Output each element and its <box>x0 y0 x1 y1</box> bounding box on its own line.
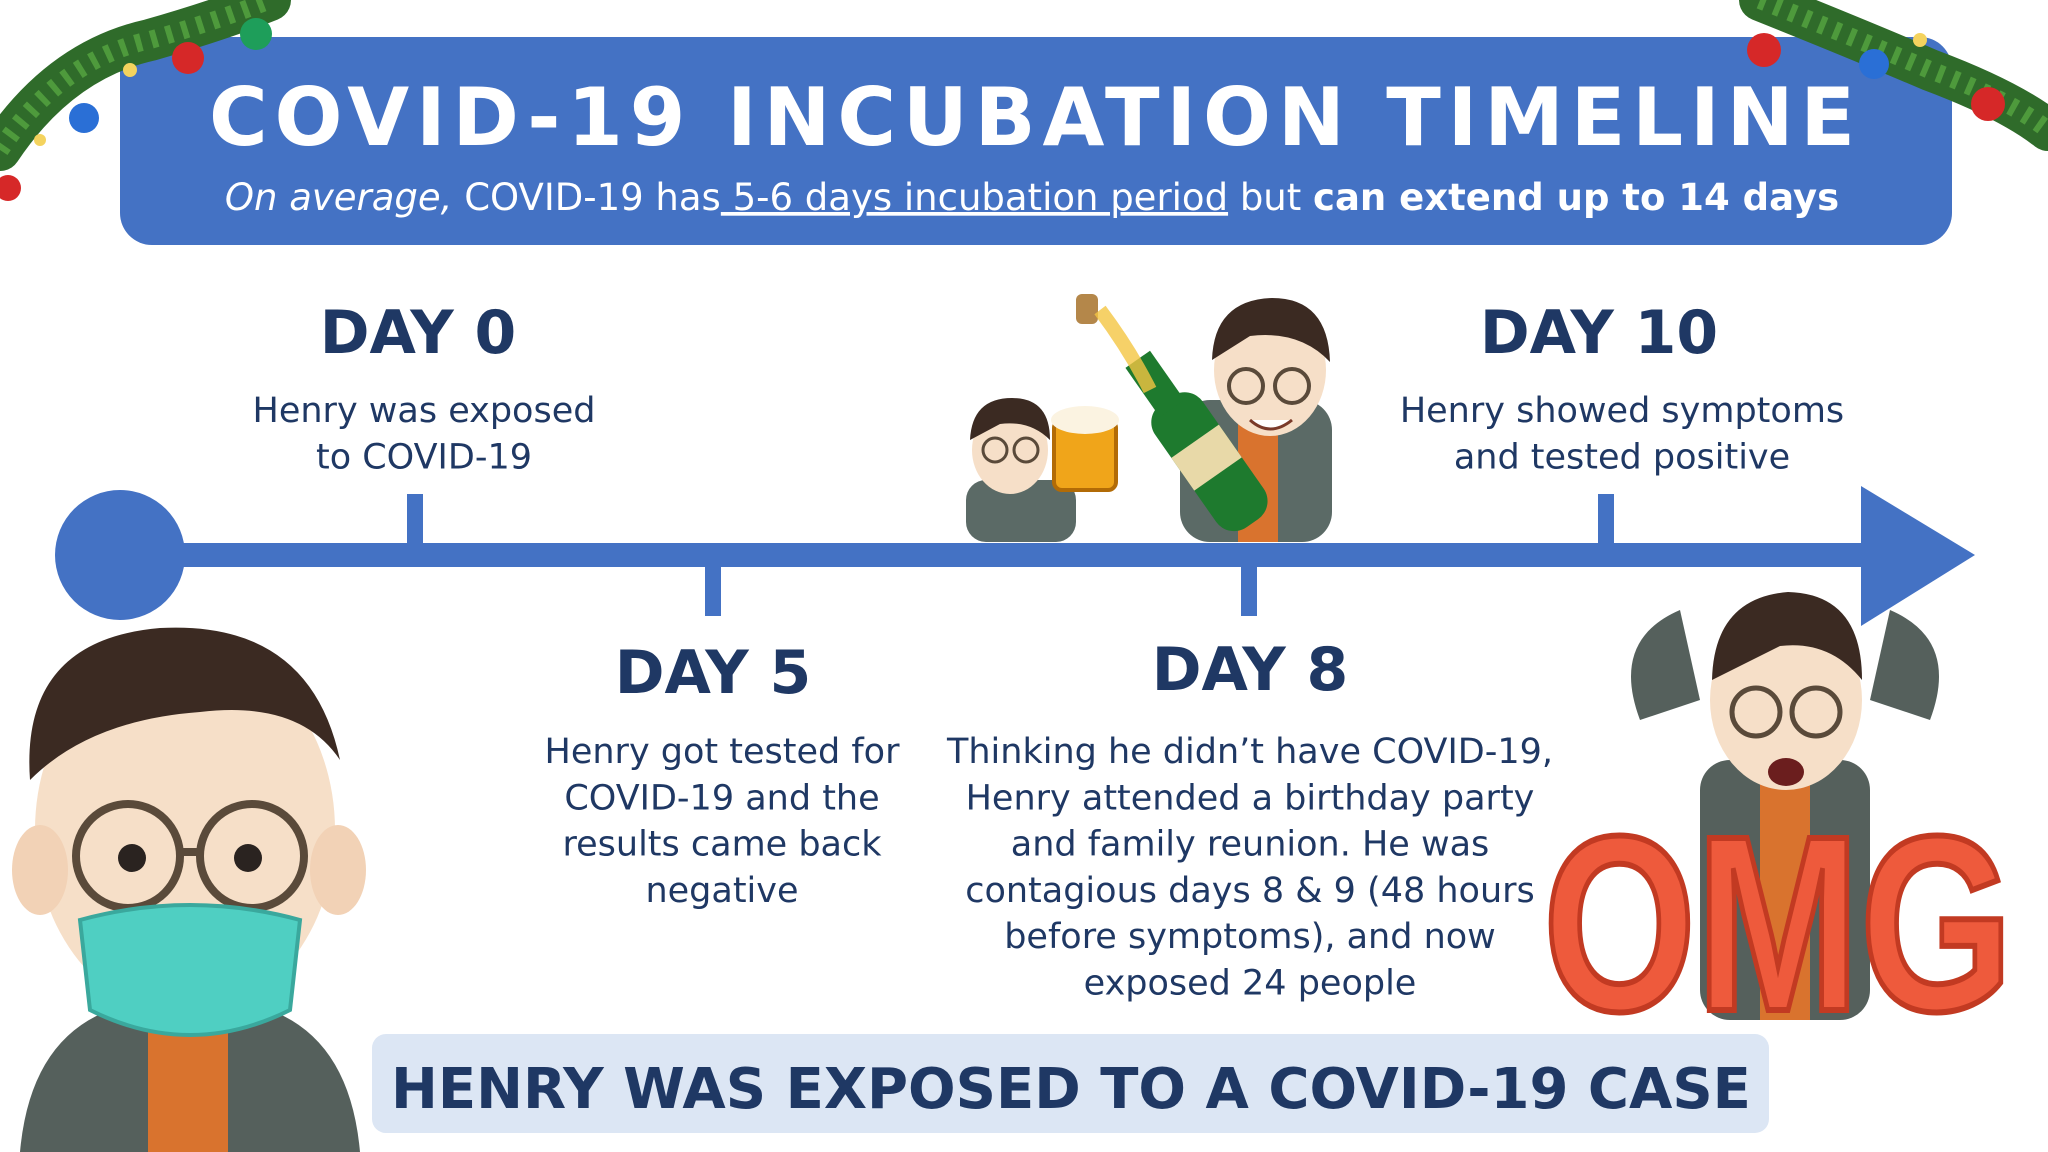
cork <box>1076 294 1098 324</box>
timeline-tick <box>1598 494 1614 546</box>
header-banner <box>120 37 1952 245</box>
subtitle-lead: On average, <box>225 176 453 219</box>
event-description: to COVID-19 <box>316 437 532 477</box>
event-description: contagious days 8 & 9 (48 hours <box>965 871 1535 911</box>
timeline-tick <box>1241 564 1257 616</box>
event-description: Henry showed symptoms <box>1400 391 1844 431</box>
event-day: DAY 5 <box>615 638 812 708</box>
event-description: results came back <box>563 825 883 865</box>
timeline-line <box>150 543 1870 567</box>
event-description: Henry was exposed <box>253 391 596 431</box>
subtitle: On average, COVID-19 has 5-6 days incuba… <box>225 176 1839 219</box>
events: DAY 0 Henry was exposed to COVID-19 DAY 5 He… <box>253 298 1845 1004</box>
event-description: negative <box>645 871 798 911</box>
timeline-start <box>55 490 185 620</box>
event-day: DAY 8 <box>1152 635 1349 705</box>
avatar-shocked: OMG <box>1540 592 2016 1066</box>
footer-banner <box>372 1034 1769 1133</box>
event-description: exposed 24 people <box>1084 964 1417 1004</box>
timeline-arrow <box>1861 486 1975 626</box>
event-description: before symptoms), and now <box>1004 917 1496 957</box>
subtitle-text: COVID-19 has <box>452 176 720 219</box>
footer-text: HENRY WAS EXPOSED TO A COVID-19 CASE <box>391 1057 1751 1122</box>
garland-right <box>1739 0 2048 151</box>
event-description: Thinking he didn’t have COVID-19, <box>946 732 1553 772</box>
event-day: DAY 0 <box>320 298 517 368</box>
timeline <box>55 486 1975 626</box>
event-description: Henry got tested for <box>545 732 901 772</box>
omg-sticker: OMG <box>1543 784 2013 1063</box>
event-description: and family reunion. He was <box>1011 825 1490 865</box>
subtitle-text: but <box>1228 176 1313 219</box>
title: COVID-19 INCUBATION TIMELINE <box>209 71 1855 164</box>
avatar-masked <box>12 627 366 1152</box>
event-description: Henry attended a birthday party <box>966 778 1535 818</box>
timeline-tick <box>705 564 721 616</box>
event-day: DAY 10 <box>1480 298 1718 368</box>
subtitle-extend: can extend up to 14 days <box>1313 176 1839 219</box>
party-characters <box>966 294 1332 542</box>
garland-left <box>0 0 291 201</box>
event-description: COVID-19 and the <box>564 778 879 818</box>
subtitle-period: 5-6 days incubation period <box>721 176 1228 219</box>
timeline-tick <box>407 494 423 546</box>
event-description: and tested positive <box>1454 437 1790 477</box>
